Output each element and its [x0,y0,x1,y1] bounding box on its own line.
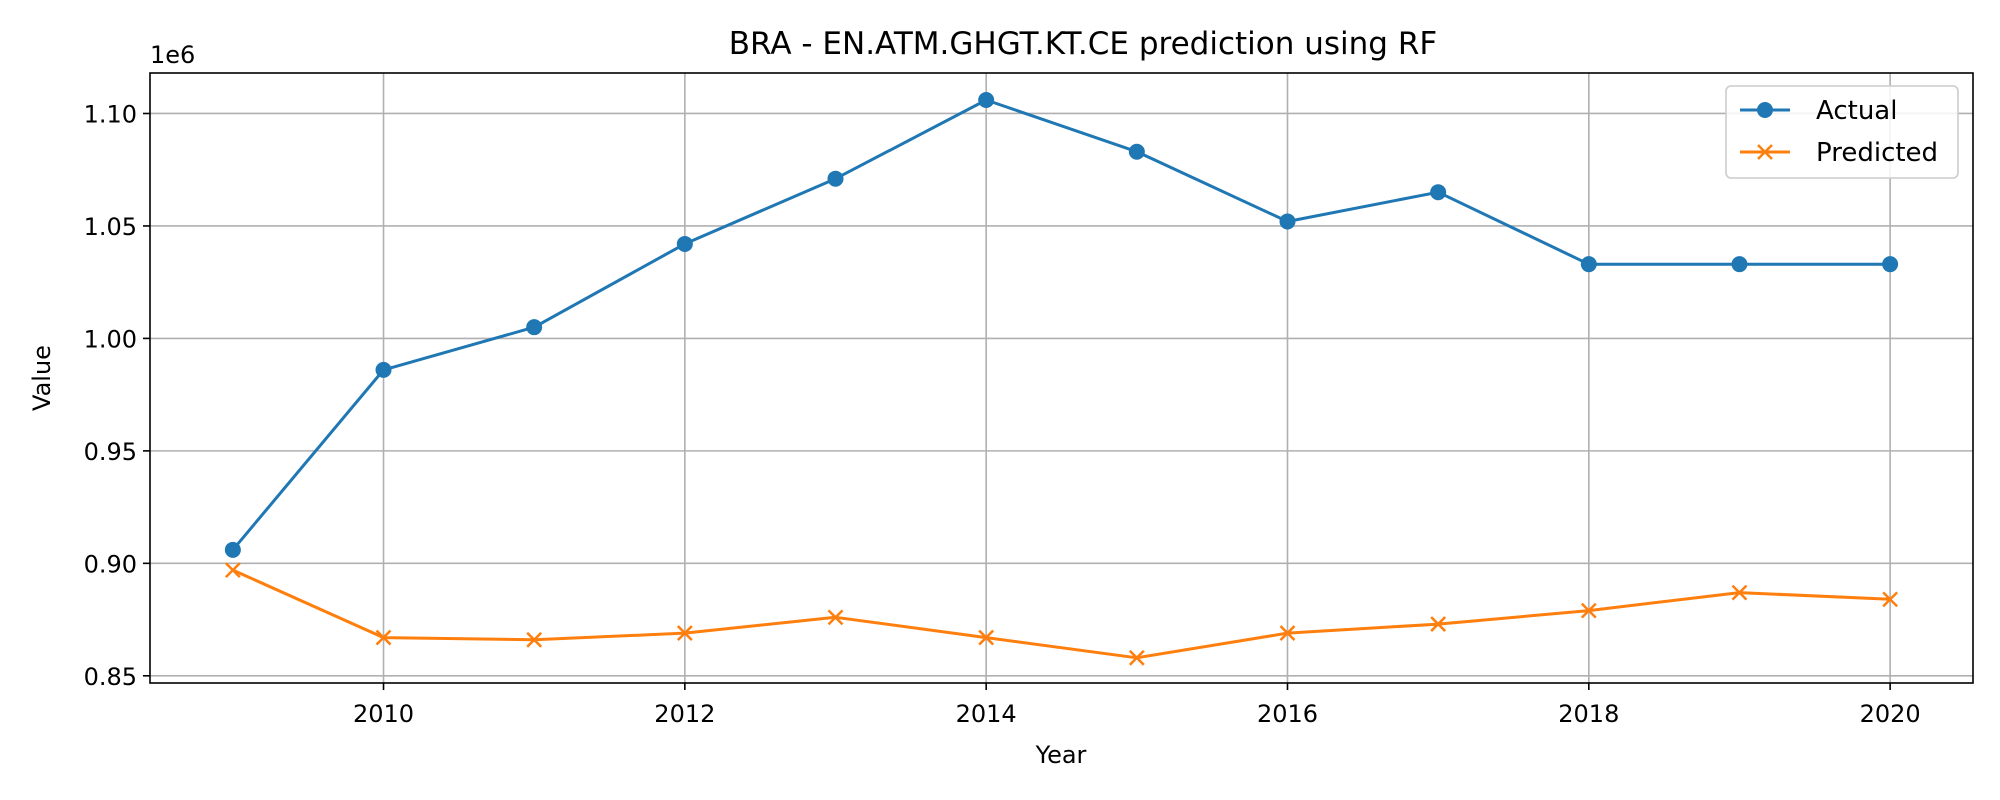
data-point-actual [827,170,844,187]
x-axis-label: Year [1035,741,1087,769]
data-point-predicted [827,609,844,626]
data-point-predicted [1430,616,1447,632]
data-point-predicted [978,629,995,646]
x-axis: 2010 2012 2014 2016 2018 2020 [353,683,1921,728]
data-point-predicted [1731,584,1748,601]
x-tick-label: 2012 [654,700,715,728]
series-layer [224,91,1899,666]
data-point-actual [978,91,995,108]
y-tick-label: 0.85 [84,663,137,691]
data-point-actual [1731,256,1748,273]
legend-marker-actual [1757,102,1773,118]
x-tick-label: 2016 [1257,700,1318,728]
data-point-actual [224,541,241,558]
x-tick-label: 2010 [353,700,414,728]
y-axis-offset-text: 1e6 [150,41,195,69]
y-tick-label: 1.10 [84,100,137,128]
data-point-predicted [224,562,241,578]
data-point-predicted [375,629,392,646]
series-line-actual [231,98,1891,551]
legend-marker-predicted [1757,144,1773,160]
data-point-actual [1580,256,1597,273]
chart-title: BRA - EN.ATM.GHGT.KT.CE prediction using… [729,26,1437,62]
legend-label-predicted: Predicted [1816,138,1938,168]
legend-label-actual: Actual [1816,96,1897,126]
y-tick-label: 0.95 [84,438,137,466]
data-point-predicted [1882,591,1899,608]
y-axis: 0.85 0.90 0.95 1.00 1.05 1.10 [84,100,150,691]
y-tick-label: 1.05 [84,213,137,241]
x-tick-label: 2014 [956,700,1017,728]
data-point-actual [1882,256,1899,273]
x-tick-label: 2020 [1860,700,1921,728]
plot-area-border [149,72,1974,684]
data-point-actual [526,319,543,336]
data-point-predicted [1279,625,1296,641]
data-point-predicted [676,625,693,641]
data-point-actual [676,235,693,252]
data-point-actual [1279,213,1296,230]
y-tick-label: 0.90 [84,550,137,578]
data-point-actual [1430,184,1447,201]
data-point-predicted [526,631,543,648]
x-tick-label: 2018 [1558,700,1619,728]
data-point-actual [1128,143,1145,160]
legend: Actual Predicted [1725,85,1959,179]
data-point-predicted [1128,649,1145,666]
y-axis-label: Value [28,345,56,411]
data-point-predicted [1580,602,1597,619]
data-point-actual [375,361,392,378]
y-tick-label: 1.00 [84,325,137,353]
series-line-predicted [232,568,1891,660]
